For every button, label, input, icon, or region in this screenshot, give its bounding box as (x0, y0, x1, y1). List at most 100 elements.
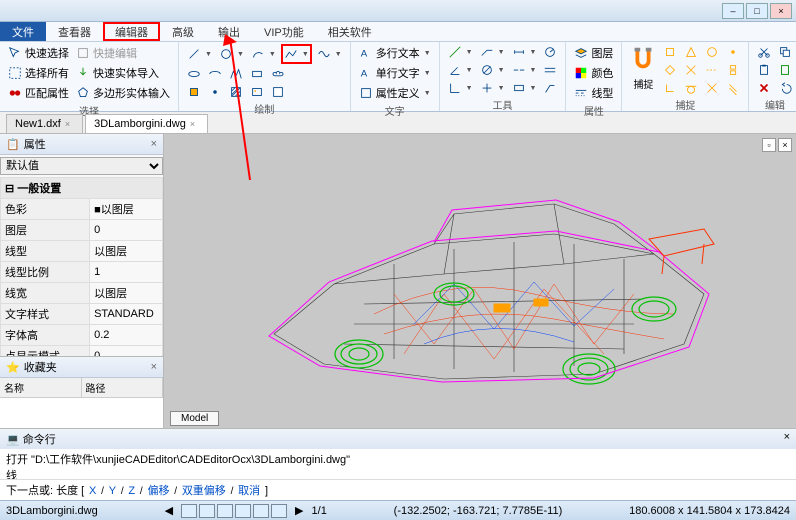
opt-cancel[interactable]: 取消 (238, 485, 260, 497)
snap-icon[interactable] (628, 44, 658, 74)
arc-tool[interactable]: ▼ (249, 46, 278, 62)
continue-tool[interactable]: ▼ (510, 62, 539, 78)
snap10[interactable] (682, 80, 700, 96)
menu-advanced[interactable]: 高级 (160, 22, 206, 41)
panel-close-icon[interactable]: × (151, 138, 157, 150)
menu-editor[interactable]: 编辑器 (103, 22, 160, 41)
menu-output[interactable]: 输出 (206, 22, 252, 41)
rect-tool[interactable] (248, 66, 266, 82)
ellipse-arc-tool[interactable] (206, 66, 224, 82)
prop-value[interactable]: 1 (90, 262, 163, 283)
quick-select-button[interactable]: 快速选择 (6, 44, 71, 62)
stext-button[interactable]: A单行文字▼ (357, 64, 433, 82)
close-icon[interactable]: × (65, 119, 70, 129)
paste-special-button[interactable] (776, 62, 794, 78)
copy-button[interactable] (776, 44, 794, 60)
pline-tool[interactable] (227, 66, 245, 82)
prop-value[interactable]: STANDARD (90, 304, 163, 325)
line-tool[interactable]: ▼ (185, 46, 214, 62)
baseline-tool[interactable] (541, 62, 559, 78)
wipeout-tool[interactable] (269, 84, 287, 100)
block-tool[interactable] (185, 84, 203, 100)
vp-close[interactable]: × (778, 138, 792, 152)
col-name[interactable]: 名称 (0, 378, 82, 397)
quick-import-button[interactable]: 快速实体导入 (74, 64, 172, 82)
opt-y[interactable]: Y (109, 485, 116, 497)
center-tool[interactable]: ▼ (478, 80, 507, 96)
match-prop-button[interactable]: 匹配属性 (6, 84, 71, 102)
prop-value[interactable]: 以图层 (90, 283, 163, 304)
snap6[interactable] (682, 62, 700, 78)
linetype-button[interactable]: 线型 (572, 84, 615, 102)
point-tool[interactable] (206, 84, 224, 100)
snap4[interactable] (724, 44, 742, 60)
undo-button[interactable] (776, 80, 794, 96)
hatch-tool[interactable] (227, 84, 245, 100)
menu-related[interactable]: 相关软件 (316, 22, 384, 41)
sb-btn[interactable] (271, 504, 287, 518)
opt-x[interactable]: X (89, 485, 96, 497)
spline-tool[interactable]: ▼ (315, 46, 344, 62)
vp-restore[interactable]: ▫ (762, 138, 776, 152)
sb-btn[interactable] (181, 504, 197, 518)
polyline-tool[interactable]: ▼ (281, 44, 312, 64)
col-path[interactable]: 路径 (82, 378, 164, 397)
cmd-input-row[interactable]: 下一点或: 长度 [ X / Y / Z / 偏移 / 双重偏移 / 取消 ] (0, 479, 796, 500)
doc-tab-1[interactable]: New1.dxf× (6, 114, 83, 133)
snap11[interactable] (703, 80, 721, 96)
menu-viewer[interactable]: 查看器 (46, 22, 103, 41)
opt-z[interactable]: Z (128, 485, 135, 497)
select-all-button[interactable]: 选择所有 (6, 64, 71, 82)
panel-close-icon[interactable]: × (784, 431, 790, 447)
menu-vip[interactable]: VIP功能 (252, 22, 316, 41)
paste-button[interactable] (755, 62, 773, 78)
prop-value[interactable]: 以图层 (90, 241, 163, 262)
tolerance-tool[interactable]: ▼ (510, 80, 539, 96)
dim-tool[interactable]: ▼ (510, 44, 539, 60)
measure-tool[interactable]: ▼ (446, 44, 475, 60)
snap2[interactable] (682, 44, 700, 60)
snap9[interactable] (661, 80, 679, 96)
layer-button[interactable]: 图层 (572, 44, 615, 62)
close-icon[interactable]: × (190, 119, 195, 129)
prop-value[interactable]: 0 (90, 220, 163, 241)
qleader-tool[interactable] (541, 80, 559, 96)
opt-offset[interactable]: 偏移 (147, 485, 169, 497)
angle-tool[interactable]: ▼ (446, 62, 475, 78)
prop-value[interactable]: 0 (90, 346, 163, 357)
model-tab[interactable]: Model (170, 411, 219, 426)
cat-general[interactable]: ⊟ 一般设置 (1, 178, 163, 199)
sb-btn[interactable] (199, 504, 215, 518)
circle-tool[interactable]: ▼ (217, 46, 246, 62)
leader-tool[interactable]: ▼ (478, 44, 507, 60)
image-tool[interactable] (248, 84, 266, 100)
close-button[interactable]: × (770, 3, 792, 19)
prop-value[interactable]: ■以图层 (90, 199, 163, 220)
diameter-tool[interactable]: ▼ (478, 62, 507, 78)
menu-file[interactable]: 文件 (0, 22, 46, 41)
delete-button[interactable] (755, 80, 773, 96)
prop-value[interactable]: 0.2 (90, 325, 163, 346)
viewport[interactable]: ▫ × (164, 134, 796, 428)
minimize-button[interactable]: – (722, 3, 744, 19)
cut-button[interactable] (755, 44, 773, 60)
doc-tab-2[interactable]: 3DLamborgini.dwg× (85, 114, 208, 133)
sb-btn[interactable] (253, 504, 269, 518)
panel-close-icon[interactable]: × (151, 361, 157, 373)
attrdef-button[interactable]: 属性定义▼ (357, 84, 433, 102)
props-default-select[interactable]: 默认值 (0, 157, 163, 175)
mtext-button[interactable]: A多行文本▼ (357, 44, 433, 62)
maximize-button[interactable]: □ (746, 3, 768, 19)
quick-edit-button[interactable]: 快捷编辑 (74, 44, 172, 62)
sb-btn[interactable] (217, 504, 233, 518)
ellipse-tool[interactable] (185, 66, 203, 82)
radius-tool[interactable] (541, 44, 559, 60)
snap7[interactable] (703, 62, 721, 78)
ord-tool[interactable]: ▼ (446, 80, 475, 96)
snap3[interactable] (703, 44, 721, 60)
snap8[interactable] (724, 62, 742, 78)
poly-input-button[interactable]: 多边形实体输入 (74, 84, 172, 102)
cloud-tool[interactable] (269, 66, 287, 82)
snap5[interactable] (661, 62, 679, 78)
snap12[interactable] (724, 80, 742, 96)
